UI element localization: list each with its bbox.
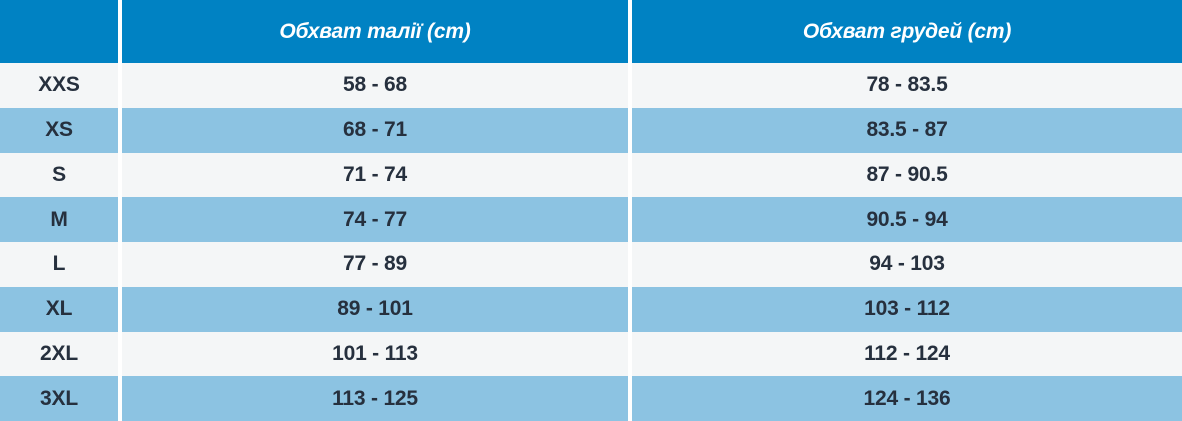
chest-range-value: 124 - 136	[632, 376, 1182, 421]
column-separator	[118, 197, 122, 242]
table-row: S 71 - 74 87 - 90.5	[0, 152, 1182, 198]
table-row: XL 89 - 101 103 - 112	[0, 286, 1182, 332]
size-label: XL	[0, 286, 118, 332]
size-label: M	[0, 197, 118, 242]
header-waist-cell: Обхват талії (cm)	[122, 0, 628, 63]
waist-range-value: 101 - 113	[122, 331, 628, 377]
waist-range-value: 68 - 71	[122, 107, 628, 153]
size-label: 3XL	[0, 376, 118, 421]
table-row: M 74 - 77 90.5 - 94	[0, 197, 1182, 242]
chest-range-value: 78 - 83.5	[632, 63, 1182, 108]
column-separator	[628, 286, 632, 332]
column-separator	[628, 242, 632, 287]
chest-range-value: 87 - 90.5	[632, 152, 1182, 198]
waist-range-value: 89 - 101	[122, 286, 628, 332]
column-separator	[118, 152, 122, 198]
column-separator	[118, 286, 122, 332]
table-row: L 77 - 89 94 - 103	[0, 242, 1182, 287]
column-separator	[628, 197, 632, 242]
waist-range-value: 77 - 89	[122, 242, 628, 287]
column-separator	[628, 376, 632, 421]
column-separator	[118, 63, 122, 108]
column-separator	[118, 331, 122, 377]
table-row: XS 68 - 71 83.5 - 87	[0, 107, 1182, 153]
chest-range-value: 83.5 - 87	[632, 107, 1182, 153]
size-label: L	[0, 242, 118, 287]
table-header-row: Обхват талії (cm) Обхват грудей (cm)	[0, 0, 1182, 63]
waist-range-value: 71 - 74	[122, 152, 628, 198]
column-separator	[628, 331, 632, 377]
column-separator	[118, 242, 122, 287]
waist-range-value: 74 - 77	[122, 197, 628, 242]
size-label: XS	[0, 107, 118, 153]
header-corner-cell	[0, 0, 118, 63]
column-separator	[118, 376, 122, 421]
waist-range-value: 58 - 68	[122, 63, 628, 108]
chest-range-value: 112 - 124	[632, 331, 1182, 377]
table-row: 2XL 101 - 113 112 - 124	[0, 331, 1182, 377]
column-separator	[628, 152, 632, 198]
table-row: 3XL 113 - 125 124 - 136	[0, 376, 1182, 421]
column-separator	[628, 107, 632, 153]
chest-range-value: 94 - 103	[632, 242, 1182, 287]
chest-range-value: 103 - 112	[632, 286, 1182, 332]
size-label: 2XL	[0, 331, 118, 377]
table-row: XXS 58 - 68 78 - 83.5	[0, 63, 1182, 108]
chest-range-value: 90.5 - 94	[632, 197, 1182, 242]
column-separator	[628, 63, 632, 108]
size-label: XXS	[0, 63, 118, 108]
header-chest-cell: Обхват грудей (cm)	[632, 0, 1182, 63]
waist-range-value: 113 - 125	[122, 376, 628, 421]
size-label: S	[0, 152, 118, 198]
column-separator	[118, 107, 122, 153]
column-separator	[118, 0, 122, 63]
column-separator	[628, 0, 632, 63]
